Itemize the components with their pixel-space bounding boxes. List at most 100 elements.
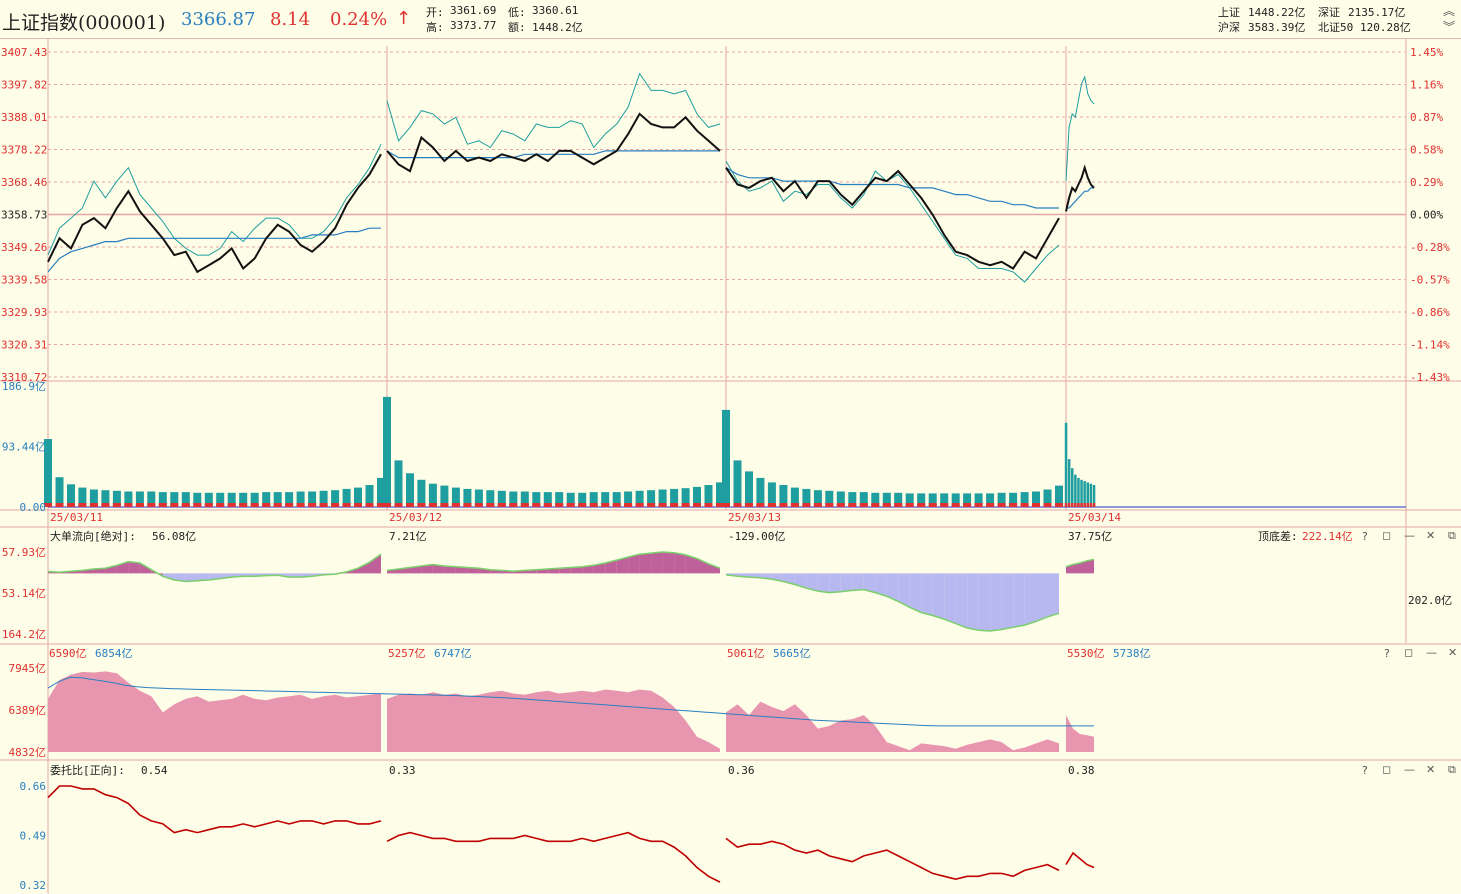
volume-bar bbox=[170, 492, 179, 507]
volume-bar bbox=[716, 482, 724, 507]
volume-bar-base bbox=[670, 503, 679, 507]
price-tick-label: 3320.31 bbox=[1, 339, 47, 352]
flow-day-value: -129.00亿 bbox=[728, 530, 785, 543]
volume-bar bbox=[647, 490, 656, 507]
volume-bar-base bbox=[589, 503, 598, 507]
volume-bar bbox=[158, 492, 167, 507]
flow-area-segment bbox=[708, 563, 720, 574]
volume-bar-base bbox=[181, 503, 190, 507]
volume-bar-base bbox=[440, 503, 449, 507]
collapse-down-icon[interactable]: ︾ bbox=[1443, 20, 1456, 34]
volume-bar-base bbox=[681, 503, 690, 507]
market-sh-value: 1448.22亿 bbox=[1248, 6, 1306, 19]
volume-bar-base bbox=[101, 503, 110, 507]
volume-bar-base bbox=[394, 503, 403, 507]
flow-area-segment bbox=[570, 566, 583, 574]
flow-area-segment bbox=[697, 558, 709, 574]
pct-tick-label: 0.29% bbox=[1410, 176, 1443, 189]
open-value: 3361.69 bbox=[450, 4, 497, 17]
flow-area-segment bbox=[1073, 563, 1080, 574]
flow-area-segment bbox=[852, 573, 864, 591]
close-icon[interactable]: ✕ bbox=[1448, 646, 1458, 659]
maximize-icon[interactable]: ⧉ bbox=[1448, 763, 1456, 776]
market-sz-value: 2135.17亿 bbox=[1348, 6, 1406, 19]
volume-bar-base bbox=[1086, 503, 1089, 507]
close-icon[interactable]: ✕ bbox=[1426, 763, 1436, 776]
volume-bar-base bbox=[566, 503, 575, 507]
volume-bar-base bbox=[859, 503, 868, 507]
flow-area-segment bbox=[829, 573, 841, 593]
volume-bar bbox=[745, 471, 753, 507]
help-icon[interactable]: ? bbox=[1362, 530, 1368, 543]
price-change: 8.14 bbox=[270, 9, 311, 30]
amount-area bbox=[1066, 715, 1094, 752]
date-label: 25/03/14 bbox=[1068, 511, 1121, 524]
flow-tick-label: -53.14亿 bbox=[0, 587, 46, 600]
volume-bar bbox=[767, 482, 776, 507]
volume-bar bbox=[1092, 485, 1096, 507]
volume-bar-base bbox=[612, 503, 621, 507]
price-panel bbox=[47, 72, 1095, 283]
volume-bar-base bbox=[836, 503, 845, 507]
amount-label-a: 5530亿 bbox=[1067, 647, 1105, 660]
ratio-line bbox=[47, 785, 382, 834]
volume-bar-base bbox=[124, 503, 133, 507]
index-name: 上证指数(000001) bbox=[2, 12, 166, 34]
volume-bar bbox=[55, 477, 64, 507]
volume-bar bbox=[181, 492, 190, 507]
minimize-icon[interactable]: — bbox=[1404, 529, 1415, 542]
volume-bar bbox=[871, 492, 880, 507]
minimize-icon[interactable]: — bbox=[1404, 763, 1415, 776]
flow-area-segment bbox=[932, 573, 945, 620]
flow-area-segment bbox=[662, 552, 675, 574]
close-icon[interactable]: ✕ bbox=[1426, 529, 1436, 542]
flow-area-segment bbox=[358, 562, 370, 574]
amount-label-b: 5738亿 bbox=[1113, 647, 1151, 660]
minimize-icon[interactable]: — bbox=[1426, 646, 1437, 659]
price-tick-label: 3388.01 bbox=[1, 111, 47, 124]
flow-line bbox=[725, 574, 1060, 632]
volume-bar bbox=[1032, 491, 1040, 507]
volume-bar-base bbox=[520, 503, 529, 507]
flow-area-segment bbox=[605, 560, 617, 574]
market-sh-name: 上证 bbox=[1218, 6, 1240, 19]
flow-area-segment bbox=[674, 552, 686, 574]
volume-bar-base bbox=[170, 503, 179, 507]
flow-area-segment bbox=[886, 573, 899, 602]
collapse-up-icon[interactable]: ︽ bbox=[1443, 4, 1456, 18]
volume-bar bbox=[406, 473, 414, 507]
flow-area-segment bbox=[955, 573, 968, 628]
flow-area-segment bbox=[105, 565, 117, 574]
restore-icon[interactable]: ◻ bbox=[1404, 646, 1414, 659]
restore-icon[interactable]: ◻ bbox=[1382, 763, 1392, 776]
volume-bar bbox=[578, 492, 587, 507]
volume-bar bbox=[612, 492, 621, 507]
volume-bar bbox=[1086, 482, 1089, 507]
market-bz-value: 120.28亿 bbox=[1360, 21, 1411, 34]
volume-bar-base bbox=[451, 503, 460, 507]
volume-bar bbox=[1083, 481, 1086, 507]
volume-bar-base bbox=[428, 503, 437, 507]
volume-bar bbox=[555, 492, 564, 507]
pct-tick-label: 0.87% bbox=[1410, 111, 1443, 124]
amount-label: 额: bbox=[508, 21, 526, 34]
restore-icon[interactable]: ◻ bbox=[1382, 529, 1392, 542]
help-icon[interactable]: ? bbox=[1362, 764, 1368, 777]
volume-bar-base bbox=[543, 503, 552, 507]
amount-area bbox=[387, 689, 720, 752]
market-bz-name: 北证50 bbox=[1318, 21, 1354, 34]
maximize-icon[interactable]: ⧉ bbox=[1448, 529, 1456, 542]
flow-panel bbox=[47, 551, 1095, 632]
volume-bar bbox=[342, 488, 351, 507]
volume-bar-base bbox=[135, 503, 144, 507]
volume-bar-base bbox=[1032, 503, 1040, 507]
flow-day-value: 56.08亿 bbox=[152, 530, 196, 543]
volume-bar bbox=[790, 487, 799, 507]
volume-bar-base bbox=[497, 503, 506, 507]
help-icon[interactable]: ? bbox=[1384, 647, 1390, 660]
volume-bar bbox=[566, 492, 575, 507]
flow-area-segment bbox=[921, 573, 933, 616]
volume-bar bbox=[813, 490, 822, 507]
volume-bar-base bbox=[555, 503, 564, 507]
alt-price-line bbox=[725, 160, 1060, 283]
